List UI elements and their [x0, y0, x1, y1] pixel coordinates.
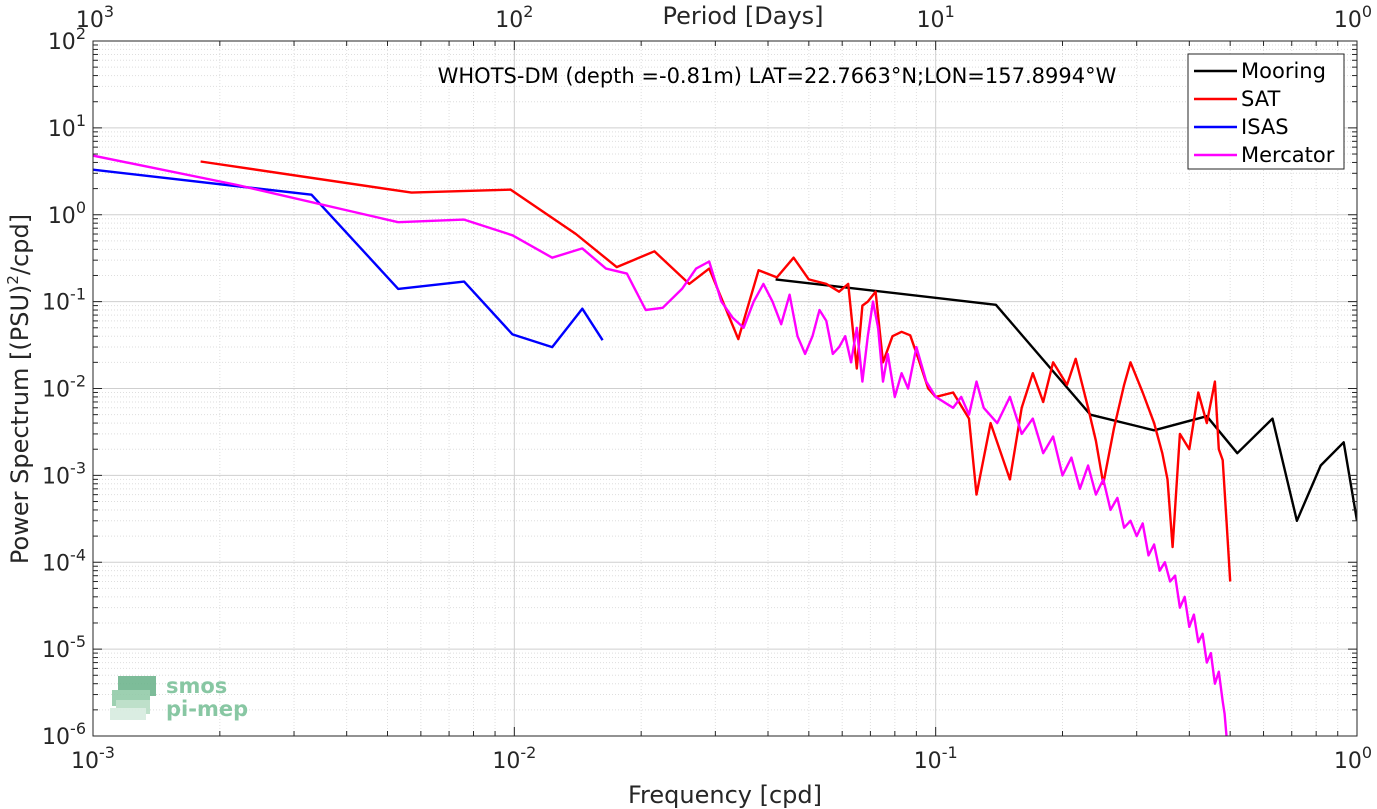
x-tick-label-exp: -3 — [99, 743, 115, 762]
series-layer — [93, 154, 1357, 736]
top-tick-label: 101 — [917, 2, 955, 33]
y-tick-label-base: 10 — [42, 464, 70, 489]
legend-label-sat: SAT — [1241, 87, 1280, 111]
legend-items: Mooring SAT ISAS Mercator — [1194, 59, 1335, 167]
y-axis-label-tail: /cpd] — [6, 214, 34, 275]
x-tick-label: 100 — [1334, 743, 1372, 774]
top-tick-label-exp: 0 — [1362, 2, 1372, 21]
y-tick-label-base: 10 — [42, 551, 70, 576]
x-tick-label: 10-2 — [492, 743, 536, 774]
y-axis-label-sup: 2 — [4, 275, 22, 285]
top-tick-label-base: 10 — [495, 8, 523, 33]
x-tick-label-exp: 0 — [1362, 743, 1372, 762]
y-tick-label: 101 — [48, 111, 86, 142]
y-tick-label-exp: 2 — [76, 24, 86, 43]
x-tick-label: 10-3 — [71, 743, 115, 774]
y-tick-label-exp: -4 — [70, 545, 86, 564]
y-tick-label-exp: -5 — [70, 632, 86, 651]
x-axis-label: Frequency [cpd] — [628, 781, 822, 809]
y-tick-label-base: 10 — [48, 204, 76, 229]
logo-graphic — [110, 676, 156, 720]
series-line-mercator — [93, 154, 1228, 736]
y-tick-label-base: 10 — [48, 117, 76, 142]
top-tick-label-base: 10 — [1334, 8, 1362, 33]
top-axis-label: Period [Days] — [662, 2, 823, 30]
y-axis-label-main: Power Spectrum [(PSU) — [6, 285, 34, 564]
chart-title: WHOTS-DM (depth =-0.81m) LAT=22.7663°N;L… — [438, 64, 1117, 88]
x-tick-label-base: 10 — [1334, 749, 1362, 774]
y-tick-label: 10-5 — [42, 632, 86, 663]
x-tick-label-base: 10 — [71, 749, 99, 774]
legend-label-isas: ISAS — [1241, 115, 1289, 139]
y-tick-label-base: 10 — [48, 30, 76, 55]
series-line-isas — [93, 168, 604, 349]
minor-grid — [93, 41, 1357, 736]
top-tick-label-base: 10 — [917, 8, 945, 33]
top-tick-label-base: 10 — [76, 8, 104, 33]
x-tick-label-base: 10 — [914, 749, 942, 774]
y-tick-label-exp: -1 — [70, 285, 86, 304]
top-tick-label: 100 — [1334, 2, 1372, 33]
legend-label-mercator: Mercator — [1241, 143, 1335, 167]
series-line-sat — [200, 160, 1232, 582]
y-tick-label-exp: 0 — [76, 198, 86, 217]
y-tick-label-base: 10 — [42, 638, 70, 663]
y-tick-label: 10-2 — [42, 372, 86, 403]
y-tick-label-exp: 1 — [76, 111, 86, 130]
top-tick-label-exp: 2 — [523, 2, 533, 21]
top-tick-label: 102 — [495, 2, 533, 33]
y-tick-label-base: 10 — [42, 725, 70, 750]
y-axis-label: Power Spectrum [(PSU)2/cpd] — [4, 214, 34, 564]
axis-ticks — [92, 40, 1358, 737]
top-tick-label: 103 — [76, 2, 114, 33]
top-tick-label-exp: 3 — [104, 2, 114, 21]
y-tick-label-base: 10 — [42, 291, 70, 316]
logo-line-2: pi-mep — [166, 697, 248, 721]
y-tick-label: 10-3 — [42, 458, 86, 489]
x-tick-labels: 10-3 10-2 10-1 100 — [71, 743, 1372, 774]
logo-line-1: smos — [166, 674, 227, 698]
y-tick-label: 10-6 — [42, 719, 86, 750]
top-tick-label-exp: 1 — [945, 2, 955, 21]
x-tick-label-exp: -2 — [520, 743, 536, 762]
x-tick-label: 10-1 — [914, 743, 958, 774]
major-grid — [92, 40, 1358, 737]
y-tick-label: 10-4 — [42, 545, 86, 576]
legend-box — [1187, 53, 1345, 170]
smos-pi-mep-logo: smos pi-mep — [110, 674, 248, 721]
y-tick-label-base: 10 — [42, 378, 70, 403]
series-line-mooring — [775, 278, 1357, 522]
x-tick-label-base: 10 — [492, 749, 520, 774]
top-tick-labels: 103 102 101 100 — [76, 2, 1372, 33]
y-tick-label-exp: -3 — [70, 458, 86, 477]
y-tick-label: 102 — [48, 24, 86, 55]
y-tick-label-exp: -6 — [70, 719, 86, 738]
legend: Mooring SAT ISAS Mercator — [1187, 53, 1345, 170]
y-tick-label-exp: -2 — [70, 372, 86, 391]
x-tick-label-exp: -1 — [942, 743, 958, 762]
y-tick-label: 10-1 — [42, 285, 86, 316]
y-tick-label: 100 — [48, 198, 86, 229]
legend-label-mooring: Mooring — [1241, 59, 1326, 83]
